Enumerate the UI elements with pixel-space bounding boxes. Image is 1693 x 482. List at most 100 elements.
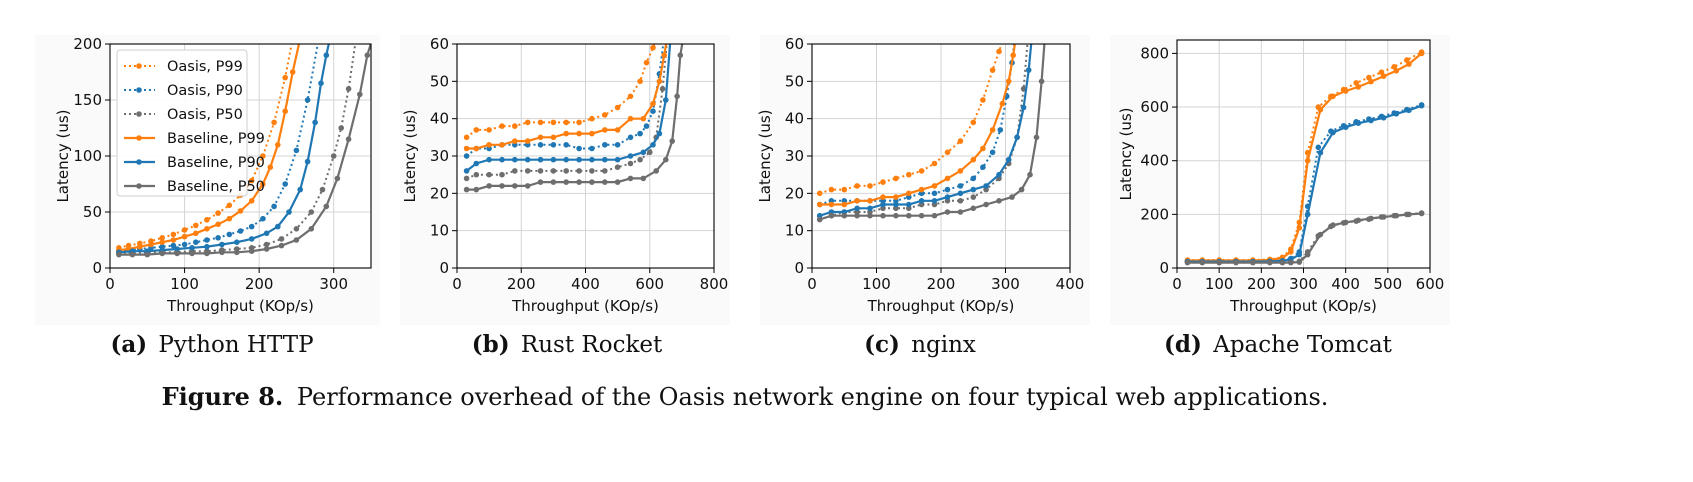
subcaption-a-label: (a) — [110, 331, 147, 358]
data-point — [880, 201, 886, 208]
data-point — [944, 186, 951, 193]
x-tick-label: 100 — [1205, 275, 1234, 293]
y-tick-label: 10 — [430, 222, 449, 240]
data-point — [640, 115, 647, 122]
data-point — [308, 209, 315, 215]
data-point — [248, 177, 255, 184]
subcaption-c-text: nginx — [911, 332, 976, 358]
data-point — [650, 100, 656, 107]
data-point — [271, 119, 277, 126]
legend-label: Oasis, P99 — [167, 59, 243, 75]
data-point — [1304, 211, 1311, 218]
legend-label: Baseline, P99 — [167, 131, 265, 147]
data-point — [647, 149, 653, 156]
data-point — [1380, 115, 1387, 121]
data-point — [1010, 52, 1016, 58]
data-point — [512, 156, 518, 163]
data-point — [650, 142, 656, 148]
data-point — [627, 175, 634, 182]
data-point — [1267, 259, 1273, 266]
data-point — [563, 130, 569, 137]
data-point — [1342, 124, 1349, 130]
data-point — [334, 175, 341, 182]
data-point — [1304, 251, 1311, 258]
data-point — [1418, 210, 1425, 217]
data-point — [1233, 259, 1239, 266]
data-point — [144, 251, 151, 258]
data-point — [345, 136, 352, 142]
data-point — [486, 127, 492, 133]
data-point — [537, 142, 544, 148]
data-point — [957, 138, 964, 144]
data-point — [893, 212, 899, 219]
data-point — [970, 186, 977, 193]
data-point — [524, 168, 531, 174]
data-point — [1014, 134, 1020, 141]
data-point — [918, 186, 925, 193]
data-point — [512, 138, 518, 144]
data-point — [159, 250, 165, 257]
data-point — [957, 209, 964, 215]
data-point — [537, 179, 544, 185]
data-point — [499, 156, 505, 163]
data-point — [653, 168, 659, 174]
data-point — [1330, 222, 1336, 228]
subcaption-b-label: (b) — [472, 331, 510, 358]
data-point — [640, 175, 647, 182]
y-axis-label: Latency (us) — [1117, 107, 1135, 200]
data-point — [841, 186, 848, 193]
data-point — [550, 168, 557, 174]
data-point — [989, 67, 996, 73]
data-point — [550, 142, 557, 148]
data-point — [957, 183, 964, 189]
data-point — [614, 142, 621, 148]
data-point — [463, 134, 470, 141]
subcaption-d-text: Apache Tomcat — [1212, 332, 1392, 358]
data-point — [931, 183, 938, 189]
figure-caption-text: Performance overhead of the Oasis networ… — [297, 383, 1329, 411]
data-point — [650, 108, 656, 114]
data-point — [473, 160, 480, 167]
data-point — [1199, 259, 1206, 266]
data-point — [1025, 67, 1032, 73]
data-point — [1009, 194, 1015, 200]
data-point — [1355, 120, 1362, 126]
data-point — [486, 183, 492, 189]
x-tick-label: 0 — [807, 275, 817, 293]
data-point — [275, 142, 281, 148]
x-tick-label: 0 — [105, 275, 115, 293]
data-point — [499, 142, 505, 148]
data-point — [989, 127, 996, 133]
data-point — [663, 156, 669, 163]
data-point — [170, 231, 177, 238]
data-point — [996, 48, 1002, 55]
data-point — [1317, 149, 1324, 156]
data-point — [234, 239, 240, 245]
data-point — [650, 44, 656, 51]
data-point — [550, 179, 557, 185]
data-point — [893, 194, 899, 200]
legend-marker — [136, 159, 142, 165]
data-point — [931, 190, 938, 197]
x-tick-label: 400 — [1331, 275, 1360, 293]
data-point — [512, 183, 518, 189]
data-point — [293, 147, 300, 154]
data-point — [159, 239, 165, 245]
data-point — [1250, 259, 1256, 266]
data-point — [473, 171, 480, 178]
data-point — [116, 251, 122, 258]
data-point — [674, 93, 680, 100]
data-point — [323, 203, 330, 210]
data-point — [643, 59, 650, 66]
data-point — [589, 115, 595, 122]
data-point — [129, 251, 136, 258]
data-point — [576, 156, 582, 163]
data-point — [463, 186, 470, 193]
data-point — [260, 215, 266, 222]
legend-label: Baseline, P50 — [167, 179, 265, 195]
data-point — [237, 208, 244, 214]
data-point — [1342, 88, 1349, 94]
data-point — [524, 183, 531, 189]
data-point — [137, 243, 143, 250]
